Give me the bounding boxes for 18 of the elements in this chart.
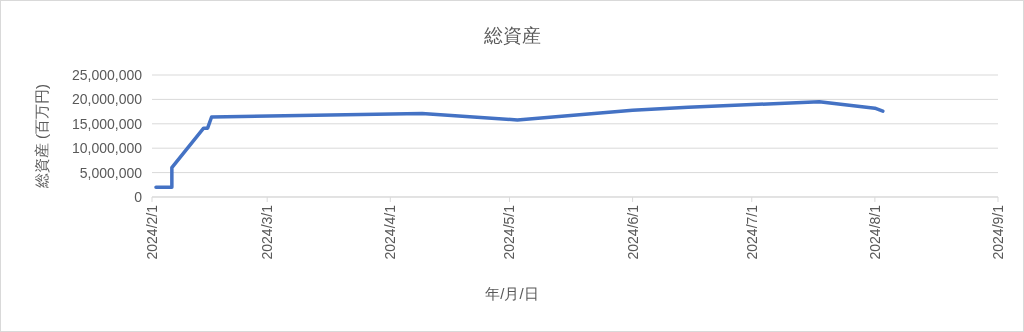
x-tick-label: 2024/6/1 (624, 204, 641, 260)
y-tick-label: 5,000,000 (79, 164, 143, 181)
x-tick-label: 2024/8/1 (866, 204, 883, 260)
y-tick-label: 25,000,000 (71, 67, 143, 83)
line-series (154, 100, 885, 189)
y-tick-label: 10,000,000 (71, 140, 143, 157)
x-tick-label: 2024/5/1 (501, 204, 518, 260)
chart-title: 総資産 (482, 25, 541, 46)
x-axis-title: 年/月/日 (485, 285, 539, 302)
x-tick-label: 2024/2/1 (144, 204, 160, 260)
y-axis-title: 総資産 (百万円) (33, 83, 50, 190)
y-tick-label: 20,000,000 (71, 91, 143, 108)
x-tick-label: 2024/7/1 (743, 204, 760, 260)
y-tick-label: 15,000,000 (71, 115, 143, 132)
x-tick-label: 2024/4/1 (382, 204, 399, 260)
y-tick-label: 0 (134, 189, 143, 205)
x-tick-label: 2024/9/1 (990, 204, 1006, 260)
x-tick-label: 2024/3/1 (259, 204, 276, 260)
